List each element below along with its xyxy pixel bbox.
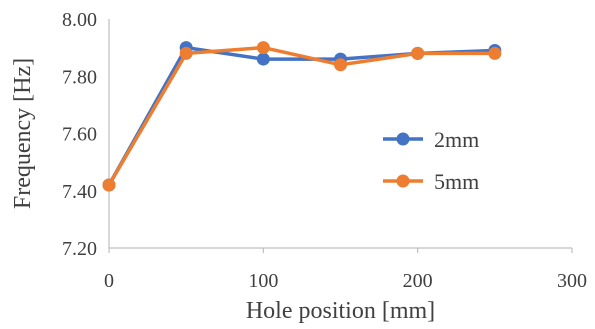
y-tick-label: 7.20 (62, 238, 97, 260)
legend-marker-2mm (396, 132, 410, 146)
y-tick-label: 7.80 (62, 66, 97, 88)
x-tick-label: 100 (248, 270, 278, 292)
data-point-5mm (256, 41, 270, 55)
y-tick-label: 7.60 (62, 124, 97, 146)
data-point-5mm (488, 46, 502, 60)
y-tick-label: 8.00 (62, 9, 97, 31)
data-point-5mm (102, 178, 116, 192)
tick-group: 7.20 7.40 7.60 7.80 8.00 0 100 200 300 (62, 9, 587, 292)
series-line-5mm (107, 45, 495, 186)
legend-marker-5mm (396, 174, 410, 188)
legend-label-2mm: 2mm (434, 127, 479, 152)
data-point-2mm (256, 52, 270, 66)
legend: 2mm 5mm (383, 127, 479, 194)
x-tick-label: 300 (557, 270, 587, 292)
data-point-5mm (411, 46, 425, 60)
y-tick-label: 7.40 (62, 181, 97, 203)
x-tick-label: 0 (104, 270, 114, 292)
x-axis-title: Hole position [mm] (246, 298, 435, 324)
data-point-5mm (334, 58, 347, 72)
series-line-2mm (107, 45, 495, 186)
axes (108, 19, 572, 249)
x-tick-label: 200 (403, 270, 433, 292)
y-axis-title: Frequency [Hz] (10, 58, 36, 209)
data-point-5mm (179, 46, 193, 60)
series-group (102, 41, 502, 192)
legend-label-5mm: 5mm (434, 169, 479, 194)
legend-item-2mm: 2mm (383, 127, 479, 152)
legend-item-5mm: 5mm (383, 169, 479, 194)
